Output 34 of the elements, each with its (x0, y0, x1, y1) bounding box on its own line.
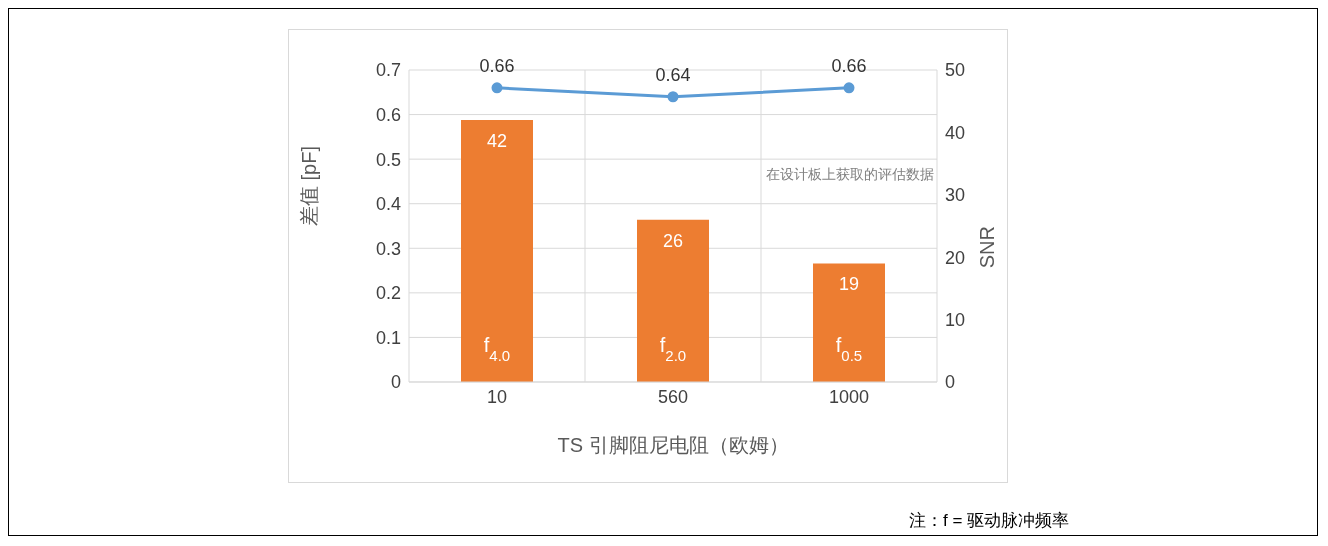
y-tick-label: 0.2 (375, 283, 401, 304)
data-label: 0.64 (655, 64, 691, 85)
x-tick-label: 560 (657, 386, 689, 407)
y-tick-label: 0.3 (375, 238, 401, 259)
y-axis-title: 差值 [pF] (298, 145, 321, 226)
data-label: 26 (662, 230, 684, 251)
data-label: 0.66 (479, 55, 515, 76)
annotation: 在设计板上获取的评估数据 (765, 166, 934, 184)
data-label: 0.66 (831, 55, 867, 76)
y-tick-label: 0.5 (375, 149, 401, 170)
data-label: 19 (838, 274, 860, 295)
annotation: f$_{4.0}$ (483, 334, 511, 364)
y-tick-label: 0.4 (375, 194, 401, 215)
y2-tick-label: 30 (945, 185, 966, 206)
y2-tick-label: 50 (945, 60, 966, 81)
y-tick-label: 0.7 (375, 60, 401, 81)
annotation: f$_{0.5}$ (835, 334, 863, 364)
data-label: 42 (486, 130, 508, 151)
y2-tick-label: 40 (945, 122, 966, 143)
x-axis-title: TS 引脚阻尼电阻（欧姆） (557, 434, 789, 456)
text: 注：f = 驱动脉冲频率 (909, 510, 1070, 532)
y2-axis-title: SNR (976, 226, 999, 269)
bar (813, 263, 885, 382)
bar (461, 119, 533, 382)
y-tick-label: 0.1 (375, 327, 401, 348)
y2-tick-label: 10 (945, 309, 966, 330)
bar (637, 219, 709, 382)
y-tick-label: 0.6 (375, 104, 401, 125)
y-tick-label: 0 (390, 372, 401, 393)
annotation: f$_{2.0}$ (659, 334, 687, 364)
x-tick-label: 10 (486, 386, 508, 407)
y2-tick-label: 20 (945, 247, 966, 268)
x-tick-label: 1000 (828, 386, 870, 407)
y2-tick-label: 0 (945, 372, 956, 393)
